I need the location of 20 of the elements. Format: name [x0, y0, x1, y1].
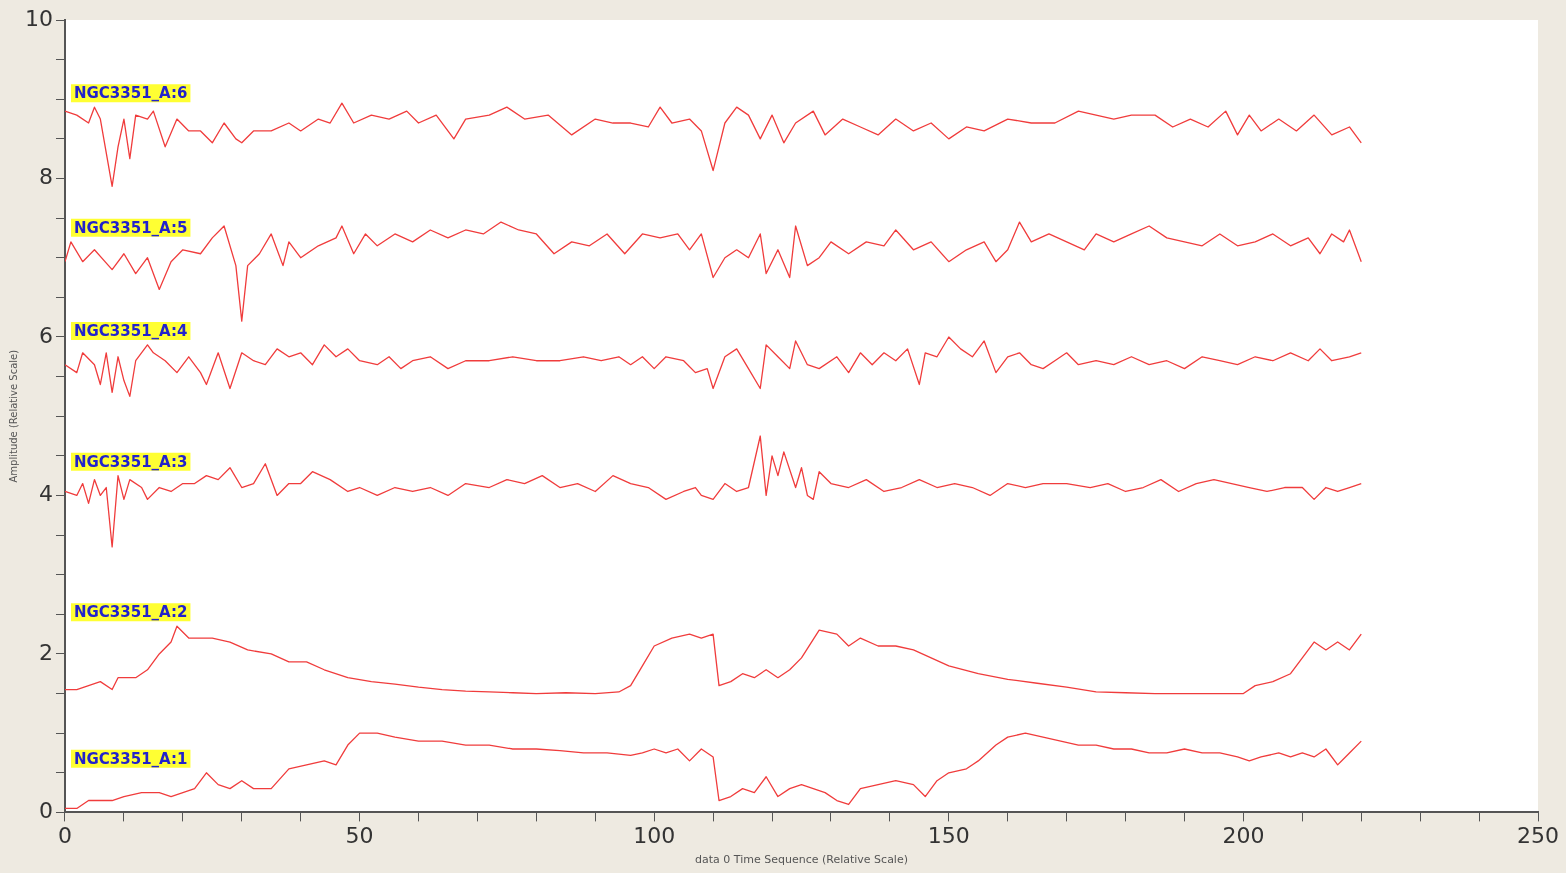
y-tick-label: 10 — [24, 5, 53, 31]
y-tick-label: 8 — [38, 164, 53, 190]
y-tick-label: 6 — [38, 322, 53, 348]
y-tick-label: 0 — [38, 798, 53, 824]
series-label: NGC3351_A:5 — [73, 218, 188, 237]
x-tick-label: 200 — [1222, 823, 1265, 849]
y-tick-label: 2 — [38, 639, 53, 665]
series-label: NGC3351_A:2 — [73, 603, 188, 622]
series-label: NGC3351_A:6 — [73, 84, 188, 103]
y-tick-label: 4 — [38, 481, 53, 507]
series-label: NGC3351_A:3 — [73, 452, 188, 471]
series-label: NGC3351_A:4 — [73, 321, 188, 340]
x-axis-title: data 0 Time Sequence (Relative Scale) — [695, 853, 908, 867]
x-tick-label: 0 — [57, 823, 72, 849]
y-axis-title: Amplitude (Relative Scale) — [7, 349, 19, 483]
series-label: NGC3351_A:1 — [73, 749, 188, 768]
x-tick-label: 150 — [927, 823, 970, 849]
x-tick-label: 50 — [345, 823, 374, 849]
x-tick-label: 250 — [1517, 823, 1559, 849]
x-tick-label: 100 — [633, 823, 676, 849]
